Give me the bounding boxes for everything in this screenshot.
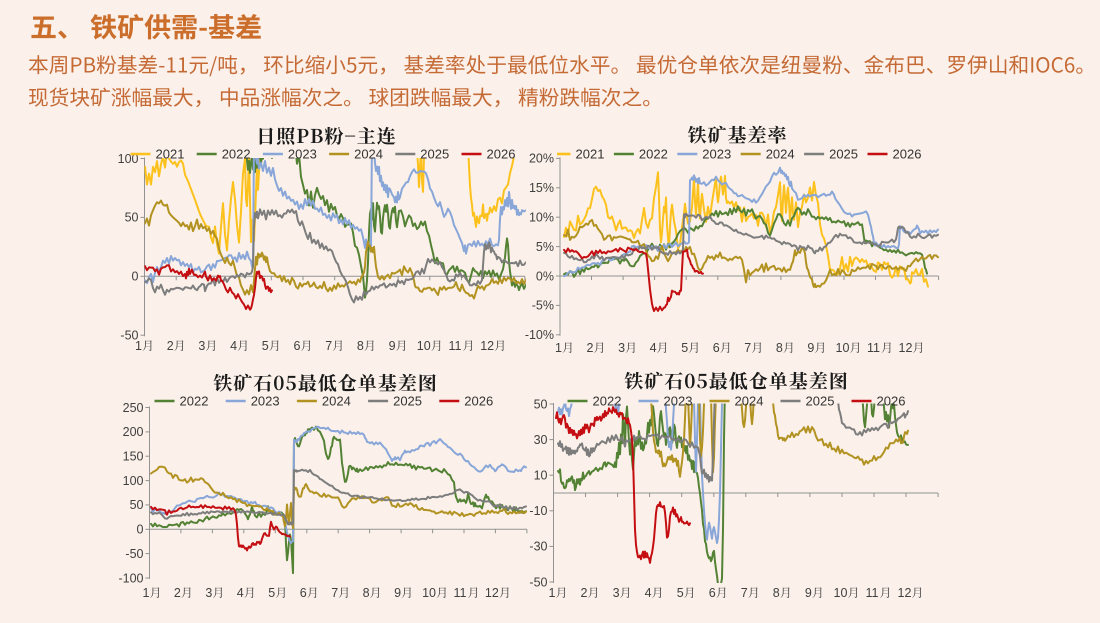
svg-text:50: 50 [534,397,548,411]
svg-text:10: 10 [417,339,431,353]
svg-text:0%: 0% [536,269,554,283]
svg-text:-5%: -5% [532,299,554,313]
svg-text:7: 7 [741,586,748,600]
svg-text:-50: -50 [125,547,143,561]
svg-text:10: 10 [534,469,548,483]
svg-text:11: 11 [449,339,462,353]
svg-text:250: 250 [123,401,144,415]
svg-text:6: 6 [713,341,720,355]
svg-text:8: 8 [776,341,783,355]
svg-text:11: 11 [867,341,880,355]
svg-text:12: 12 [485,586,499,600]
svg-text:6: 6 [300,586,307,600]
svg-text:6: 6 [709,586,716,600]
svg-text:2025: 2025 [806,393,835,408]
svg-text:2: 2 [167,339,174,353]
svg-text:2023: 2023 [702,146,731,161]
svg-text:2: 2 [174,586,181,600]
svg-text:5: 5 [681,341,688,355]
svg-text:2: 2 [581,586,588,600]
svg-text:2023: 2023 [288,146,317,161]
svg-text:2026: 2026 [487,146,516,161]
svg-text:2026: 2026 [877,393,906,408]
svg-text:-50: -50 [529,575,547,589]
svg-text:200: 200 [123,425,144,439]
svg-text:100: 100 [123,474,144,488]
svg-text:2025: 2025 [829,146,858,161]
svg-text:11: 11 [866,586,879,600]
svg-text:9: 9 [389,339,396,353]
svg-text:150: 150 [123,450,144,464]
svg-text:2022: 2022 [639,146,668,161]
svg-text:3: 3 [205,586,212,600]
svg-text:1: 1 [549,586,556,600]
svg-text:2: 2 [587,341,594,355]
svg-text:7: 7 [331,586,338,600]
svg-text:2024: 2024 [735,393,764,408]
svg-text:1: 1 [135,339,142,353]
svg-text:2023: 2023 [251,393,280,408]
svg-text:7: 7 [744,341,751,355]
svg-text:2023: 2023 [664,393,693,408]
svg-text:10: 10 [834,586,848,600]
svg-text:7: 7 [325,339,332,353]
svg-text:2024: 2024 [354,146,383,161]
svg-text:0: 0 [137,523,144,537]
svg-text:3: 3 [198,339,205,353]
svg-text:8: 8 [363,586,370,600]
svg-text:3: 3 [613,586,620,600]
svg-text:-100: -100 [118,571,143,585]
svg-text:9: 9 [807,341,814,355]
svg-text:50: 50 [130,498,144,512]
svg-text:1: 1 [555,341,562,355]
svg-text:10: 10 [422,586,436,600]
svg-text:-10: -10 [529,504,547,518]
svg-text:2021: 2021 [156,146,185,161]
svg-text:4: 4 [650,341,657,355]
svg-text:4: 4 [230,339,237,353]
svg-text:10%: 10% [529,211,554,225]
svg-text:12: 12 [480,339,494,353]
svg-text:12: 12 [898,586,912,600]
svg-text:4: 4 [237,586,244,600]
svg-text:-10%: -10% [525,328,554,342]
svg-text:5: 5 [262,339,269,353]
svg-text:2026: 2026 [893,146,922,161]
svg-text:2024: 2024 [322,393,351,408]
svg-text:20%: 20% [529,152,554,166]
svg-text:12: 12 [899,341,913,355]
svg-text:2025: 2025 [393,393,422,408]
svg-text:50: 50 [125,211,139,225]
svg-text:2025: 2025 [420,146,449,161]
svg-text:5: 5 [677,586,684,600]
svg-text:9: 9 [805,586,812,600]
svg-text:9: 9 [394,586,401,600]
svg-text:30: 30 [534,433,548,447]
svg-text:0: 0 [132,270,139,284]
svg-text:11: 11 [454,586,467,600]
svg-text:8: 8 [357,339,364,353]
svg-text:2024: 2024 [766,146,795,161]
svg-text:5%: 5% [536,240,554,254]
svg-text:15%: 15% [529,181,554,195]
svg-text:2022: 2022 [222,146,251,161]
svg-text:-30: -30 [529,540,547,554]
svg-text:2022: 2022 [593,393,622,408]
svg-text:8: 8 [773,586,780,600]
svg-text:6: 6 [294,339,301,353]
svg-text:5: 5 [268,586,275,600]
svg-text:1: 1 [143,586,150,600]
svg-text:4: 4 [645,586,652,600]
svg-text:3: 3 [618,341,625,355]
svg-text:-50: -50 [120,329,138,343]
svg-text:2026: 2026 [464,393,493,408]
svg-text:2021: 2021 [576,146,605,161]
svg-text:2022: 2022 [180,393,209,408]
svg-text:10: 10 [836,341,850,355]
